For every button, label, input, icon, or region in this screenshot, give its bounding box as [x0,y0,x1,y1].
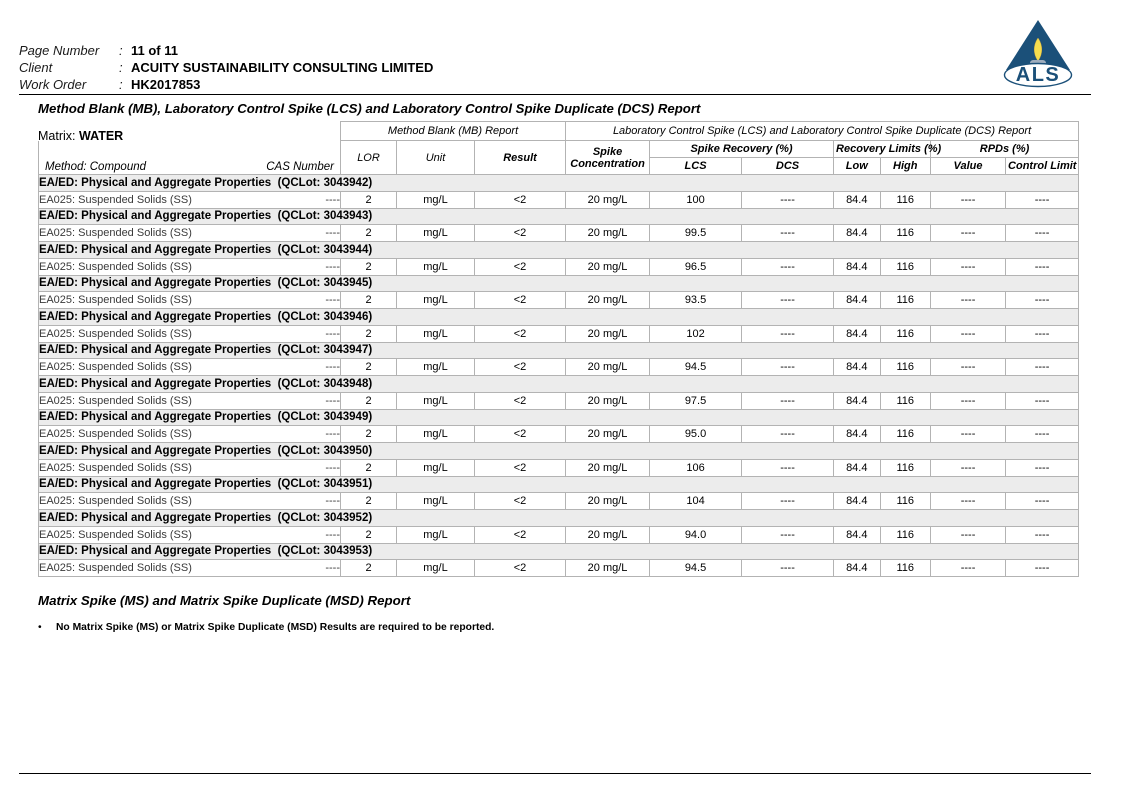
svg-text:ALS: ALS [1016,64,1061,86]
